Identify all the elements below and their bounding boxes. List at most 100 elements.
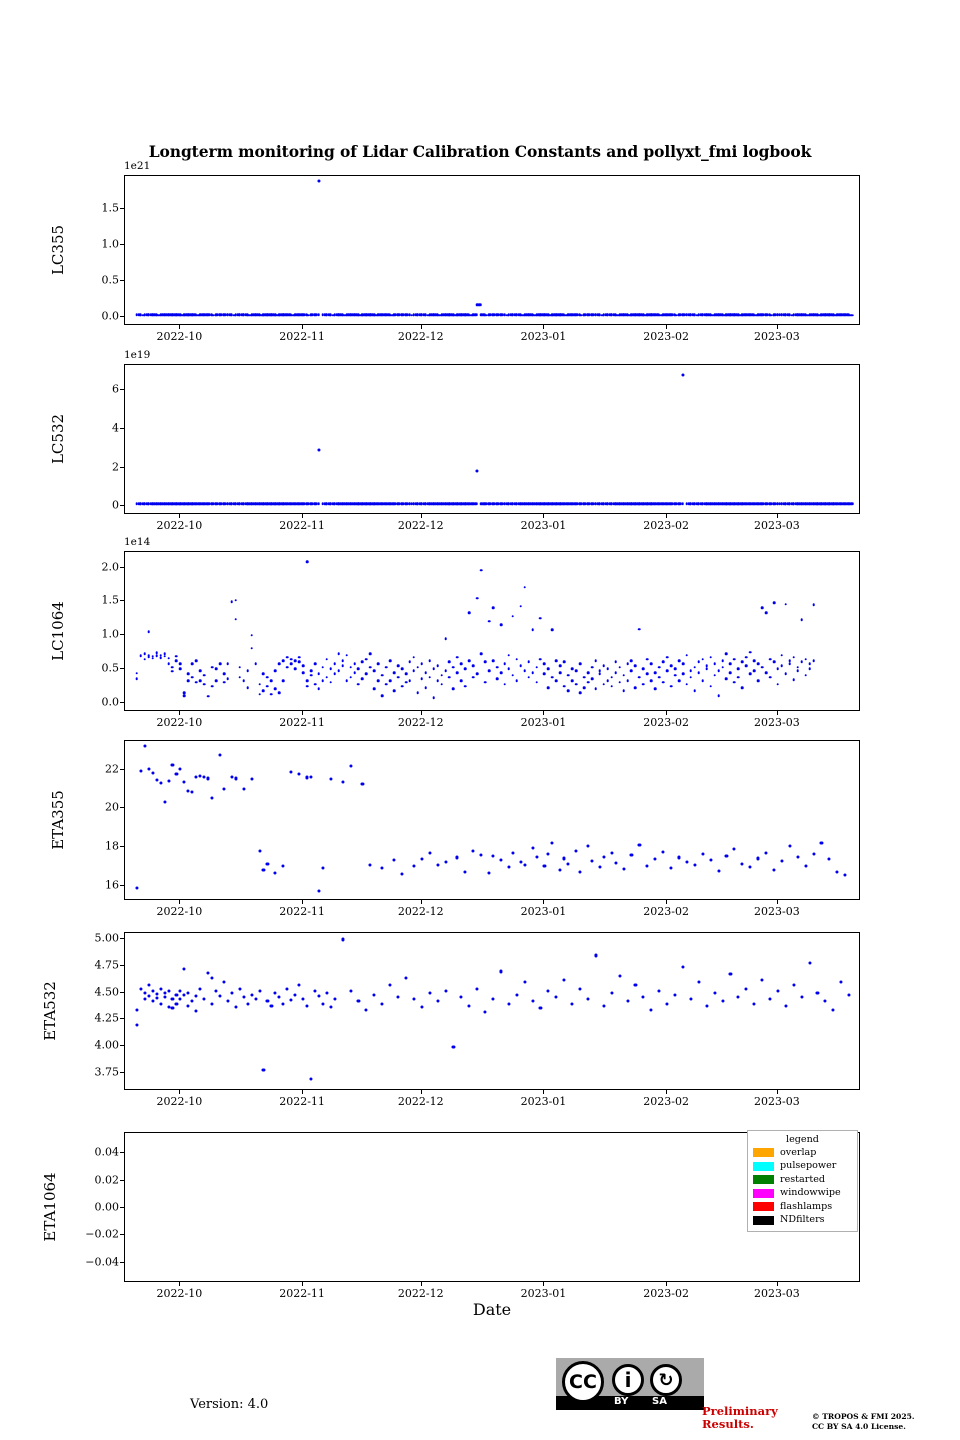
data-point: [365, 502, 368, 506]
data-point: [713, 674, 716, 677]
data-point: [630, 659, 633, 662]
data-point: [416, 691, 420, 695]
data-point: [590, 677, 594, 681]
data-point: [737, 676, 740, 679]
data-point: [166, 779, 171, 783]
data-point: [849, 313, 853, 317]
data-point: [485, 313, 489, 317]
version-text: Version: 4.0: [190, 1397, 269, 1412]
legend-item-overlap[interactable]: overlap: [753, 1146, 852, 1160]
y-tick-mark: [120, 846, 124, 848]
data-point: [582, 313, 586, 317]
data-point: [357, 667, 360, 670]
data-point: [392, 502, 396, 506]
data-point: [430, 313, 433, 317]
data-point: [535, 666, 538, 669]
data-point: [428, 676, 431, 679]
data-point: [333, 662, 337, 666]
x-tick-label: 2023-02: [643, 905, 689, 918]
data-point: [479, 853, 483, 857]
data-point: [271, 313, 275, 317]
plot-area-eta355[interactable]: [124, 740, 860, 900]
data-point: [638, 313, 641, 317]
data-point: [588, 313, 592, 317]
data-point: [633, 983, 637, 987]
data-point: [653, 671, 657, 675]
x-tick-label: 2022-12: [397, 330, 444, 343]
legend-item-pulsepower[interactable]: pulsepower: [753, 1160, 852, 1174]
data-point: [562, 502, 566, 506]
y-tick-label: 4.75: [94, 958, 120, 972]
data-point: [372, 669, 376, 672]
data-point: [829, 502, 833, 506]
data-point: [784, 672, 788, 676]
cc-license-badge[interactable]: CC i ↻ BY SA: [556, 1358, 704, 1410]
data-point: [629, 853, 634, 857]
data-point: [634, 502, 637, 506]
data-point: [709, 684, 712, 688]
x-tick-mark: [420, 1282, 422, 1286]
data-point: [206, 971, 210, 975]
data-point: [297, 660, 301, 664]
data-point: [293, 993, 297, 997]
data-point: [432, 667, 435, 670]
data-point: [732, 847, 736, 851]
data-point: [246, 686, 249, 689]
data-point: [812, 313, 815, 317]
legend-item-flashlamps[interactable]: flashlamps: [753, 1200, 852, 1214]
data-point: [355, 313, 358, 317]
plot-area-eta532[interactable]: [124, 932, 860, 1090]
plot-area-lc355[interactable]: [124, 175, 860, 325]
data-point: [194, 775, 198, 779]
plot-area-lc532[interactable]: [124, 364, 860, 514]
data-point: [515, 313, 519, 317]
legend-item-ndfilters[interactable]: NDfilters: [753, 1214, 852, 1228]
data-point: [740, 862, 744, 866]
data-point: [737, 313, 740, 317]
data-point: [357, 313, 360, 317]
data-point: [266, 502, 269, 506]
data-point: [675, 313, 679, 317]
data-point: [525, 313, 528, 317]
data-point: [161, 313, 164, 317]
legend[interactable]: legend overlap pulsepower restarted windoww…: [747, 1130, 858, 1232]
data-point: [566, 674, 570, 677]
data-point: [226, 999, 230, 1004]
data-point: [555, 679, 558, 683]
data-point: [600, 502, 603, 505]
plot-area-lc1064[interactable]: [124, 551, 860, 711]
x-tick-mark: [666, 1090, 668, 1094]
data-point: [222, 980, 226, 984]
data-point: [307, 502, 311, 506]
data-point: [715, 502, 718, 506]
data-point: [737, 667, 740, 670]
copyright-line-1: © TROPOS & FMI 2025.: [812, 1412, 915, 1421]
data-point: [729, 502, 732, 506]
data-point: [513, 313, 516, 317]
legend-item-restarted[interactable]: restarted: [753, 1173, 852, 1187]
data-point: [841, 502, 845, 506]
data-point: [534, 855, 539, 859]
data-point: [222, 787, 226, 791]
data-point: [483, 502, 487, 506]
data-point: [248, 313, 251, 317]
legend-item-windowwipe[interactable]: windowwipe: [753, 1187, 852, 1201]
plot-area-eta1064[interactable]: [124, 1132, 860, 1282]
data-point: [180, 313, 184, 317]
data-point: [137, 313, 140, 317]
x-tick-mark: [179, 514, 181, 518]
data-point: [778, 502, 781, 505]
data-point: [303, 313, 307, 317]
data-point: [808, 662, 811, 666]
data-point: [733, 680, 736, 684]
data-point: [558, 664, 562, 668]
data-point: [626, 679, 629, 683]
data-point: [590, 313, 594, 317]
data-point: [733, 313, 736, 317]
data-point: [234, 1005, 238, 1009]
data-point: [218, 753, 222, 757]
data-point: [440, 502, 443, 505]
y-axis-label-lc532: LC532: [49, 413, 67, 465]
data-point: [568, 502, 572, 506]
